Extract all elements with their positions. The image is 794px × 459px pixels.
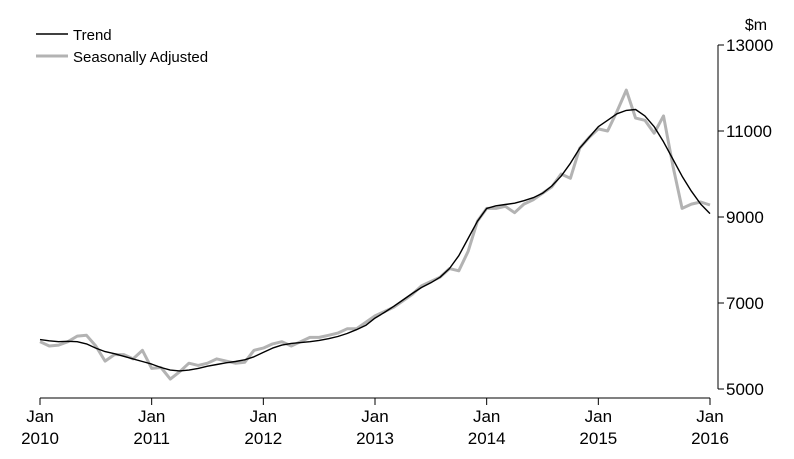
x-tick-label: Jan 2013: [356, 407, 394, 448]
x-tick-label: Jan 2010: [21, 407, 59, 448]
y-tick-label: 5000: [726, 380, 764, 399]
x-tick-label: Jan 2016: [691, 407, 729, 448]
series-line: [39, 88, 711, 381]
y-axis-unit: $m: [745, 17, 767, 34]
legend-label: Trend: [73, 27, 112, 44]
series-line: [39, 108, 711, 372]
x-tick-label: Jan 2015: [579, 407, 617, 448]
y-tick-label: 9000: [726, 208, 764, 227]
y-tick-label: 11000: [726, 122, 772, 141]
x-tick-label: Jan 2012: [244, 407, 282, 448]
legend-label: Seasonally Adjusted: [73, 49, 208, 66]
y-tick-label: 13000: [726, 36, 773, 55]
x-tick-label: Jan 2011: [133, 407, 170, 448]
x-tick-label: Jan 2014: [468, 407, 506, 448]
y-tick-label: 7000: [726, 294, 764, 313]
